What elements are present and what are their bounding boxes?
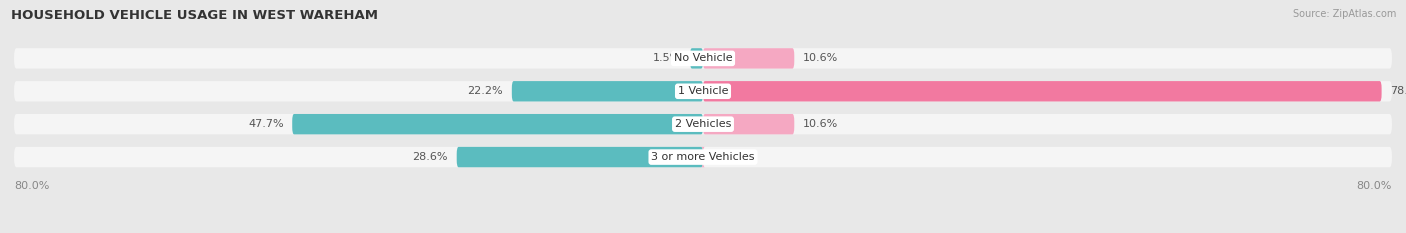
FancyBboxPatch shape bbox=[14, 81, 1392, 102]
FancyBboxPatch shape bbox=[512, 81, 703, 102]
Text: 0.0%: 0.0% bbox=[711, 152, 740, 162]
FancyBboxPatch shape bbox=[14, 114, 1392, 134]
FancyBboxPatch shape bbox=[14, 147, 1392, 167]
FancyBboxPatch shape bbox=[703, 81, 1382, 102]
FancyBboxPatch shape bbox=[702, 147, 704, 167]
FancyBboxPatch shape bbox=[703, 48, 794, 69]
Text: 78.8%: 78.8% bbox=[1391, 86, 1406, 96]
Text: 2 Vehicles: 2 Vehicles bbox=[675, 119, 731, 129]
Text: 10.6%: 10.6% bbox=[803, 119, 838, 129]
Text: 80.0%: 80.0% bbox=[1357, 181, 1392, 191]
FancyBboxPatch shape bbox=[690, 48, 703, 69]
Text: HOUSEHOLD VEHICLE USAGE IN WEST WAREHAM: HOUSEHOLD VEHICLE USAGE IN WEST WAREHAM bbox=[11, 9, 378, 22]
Text: 22.2%: 22.2% bbox=[468, 86, 503, 96]
FancyBboxPatch shape bbox=[457, 147, 703, 167]
FancyBboxPatch shape bbox=[292, 114, 703, 134]
FancyBboxPatch shape bbox=[14, 48, 1392, 69]
Text: Source: ZipAtlas.com: Source: ZipAtlas.com bbox=[1292, 9, 1396, 19]
Text: 80.0%: 80.0% bbox=[14, 181, 49, 191]
Text: No Vehicle: No Vehicle bbox=[673, 53, 733, 63]
Text: 1 Vehicle: 1 Vehicle bbox=[678, 86, 728, 96]
Text: 1.5%: 1.5% bbox=[654, 53, 682, 63]
Text: 10.6%: 10.6% bbox=[803, 53, 838, 63]
Text: 3 or more Vehicles: 3 or more Vehicles bbox=[651, 152, 755, 162]
Text: 28.6%: 28.6% bbox=[412, 152, 449, 162]
Text: 47.7%: 47.7% bbox=[247, 119, 284, 129]
FancyBboxPatch shape bbox=[703, 114, 794, 134]
